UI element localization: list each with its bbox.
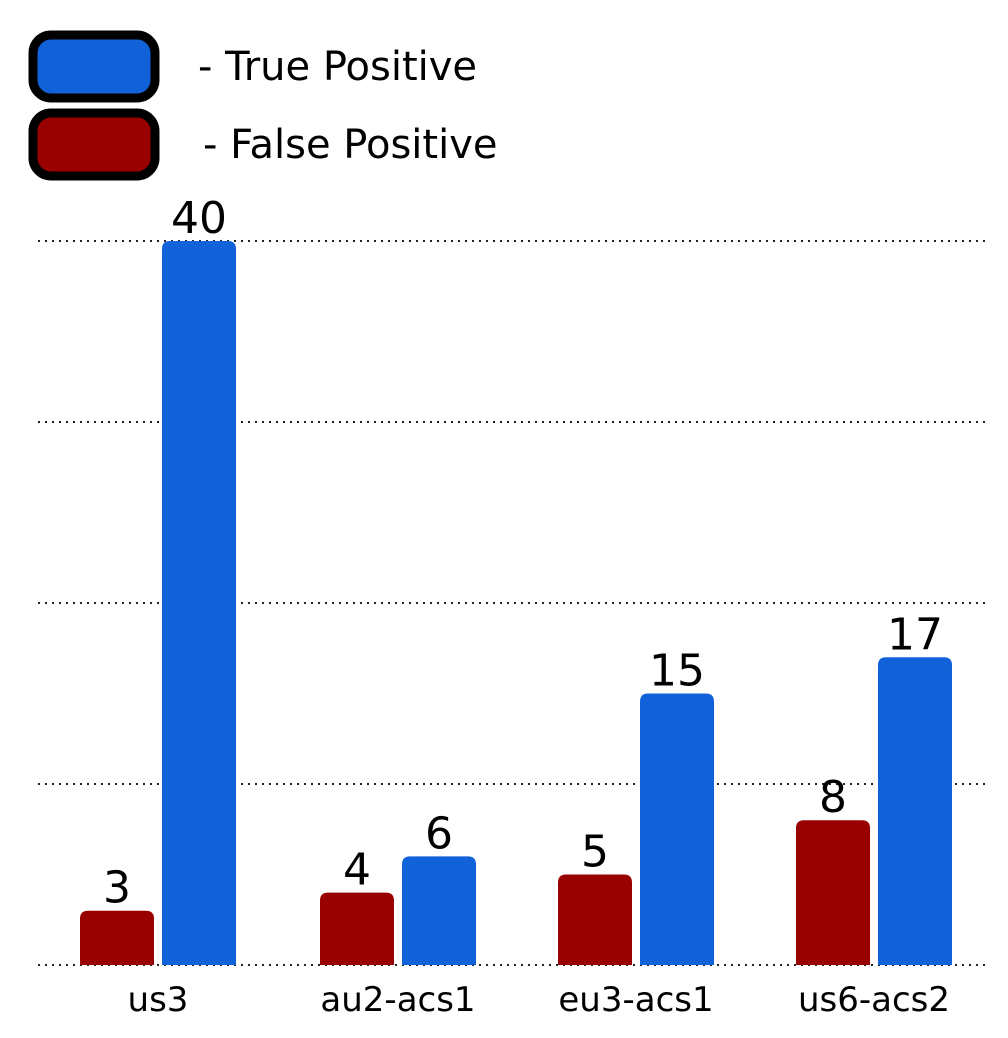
x-tick-label: us3	[128, 980, 189, 1020]
bar-true-positive-eu3-acs1	[640, 693, 714, 965]
gridlines	[38, 240, 990, 966]
x-tick-label: eu3-acs1	[558, 980, 713, 1020]
bar-false-positive-au2-acs1	[320, 892, 394, 965]
value-labels: 3 4 5 8 40 6 15 17	[103, 193, 943, 914]
legend-swatch	[28, 108, 160, 181]
value-label: 6	[425, 808, 453, 859]
bar-false-positive-eu3-acs1	[558, 874, 632, 965]
value-label: 5	[581, 827, 609, 878]
x-tick-label: au2-acs1	[320, 980, 475, 1020]
bar-false-positive-us3	[80, 910, 154, 965]
x-axis: us3 au2-acs1 eu3-acs1 us6-acs2	[128, 980, 950, 1020]
x-tick-label: us6-acs2	[798, 980, 950, 1020]
value-label: 8	[819, 772, 847, 823]
legend-label: - True Positive	[198, 44, 477, 90]
legend-label: - False Positive	[203, 122, 497, 168]
legend: - True Positive - False Positive	[28, 30, 497, 181]
bars	[80, 241, 952, 965]
bar-true-positive-us6-acs2	[878, 657, 952, 965]
value-label: 4	[343, 845, 371, 896]
legend-swatch	[28, 30, 160, 103]
value-label: 15	[649, 646, 705, 697]
bar-true-positive-us3	[162, 241, 236, 965]
value-label: 3	[103, 863, 131, 914]
value-label: 17	[887, 609, 943, 660]
bar-false-positive-us6-acs2	[796, 820, 870, 965]
bar-true-positive-au2-acs1	[402, 856, 476, 965]
value-label: 40	[171, 193, 227, 244]
